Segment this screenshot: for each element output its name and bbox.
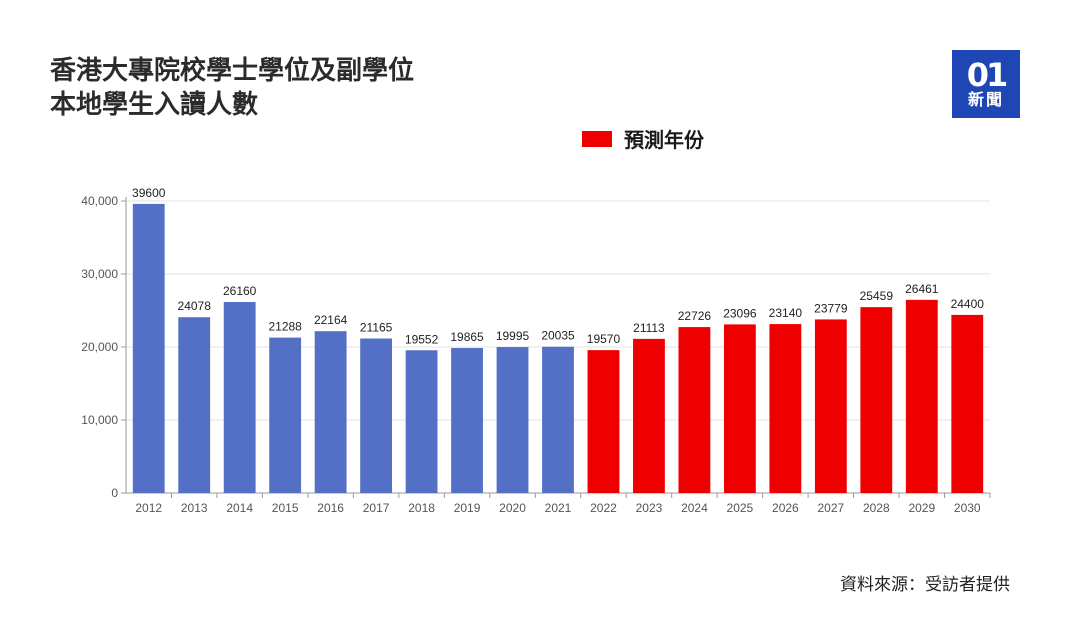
- bar-2025: [723, 324, 756, 493]
- bar-2017: [360, 338, 393, 493]
- x-tick-label-2027: 2027: [817, 501, 844, 515]
- bar-2019: [451, 347, 483, 493]
- chart-title: 香港大專院校學士學位及副學位 本地學生入讀人數: [50, 54, 414, 122]
- bar-2021: [542, 346, 574, 493]
- legend-label-forecast: 預測年份: [624, 128, 704, 152]
- legend-swatch-forecast: [582, 130, 612, 147]
- y-tick-label: 10,000: [81, 413, 118, 427]
- x-tick-label-2024: 2024: [681, 501, 708, 515]
- value-label-2025: 23096: [723, 306, 757, 320]
- value-label-2023: 21113: [633, 321, 665, 335]
- bar-2028: [860, 307, 893, 493]
- value-label-2016: 22164: [314, 313, 348, 327]
- value-label-2019: 19865: [450, 330, 484, 344]
- title-line-1: 香港大專院校學士學位及副學位: [50, 56, 415, 86]
- y-tick-label: 40,000: [81, 194, 118, 208]
- x-tick-label-2029: 2029: [908, 501, 935, 515]
- value-label-2024: 22726: [678, 309, 712, 323]
- value-label-2020: 19995: [496, 329, 530, 343]
- x-tick-label-2020: 2020: [499, 501, 526, 515]
- bar-2023: [633, 338, 665, 493]
- y-tick-label: 20,000: [81, 340, 118, 354]
- logo-sub: 新聞: [967, 90, 1004, 109]
- logo-mark: 01: [966, 56, 1008, 94]
- value-label-2027: 23779: [814, 301, 848, 315]
- x-tick-label-2028: 2028: [863, 501, 890, 515]
- legend: 預測年份: [582, 124, 704, 153]
- bar-2012: [132, 203, 165, 494]
- x-tick-label-2016: 2016: [317, 501, 344, 515]
- bar-2029: [905, 299, 938, 493]
- bar-2016: [314, 331, 347, 493]
- value-label-2030: 24400: [951, 297, 985, 311]
- bar-2026: [769, 324, 802, 493]
- x-tick-label-2026: 2026: [772, 501, 799, 515]
- bar-2015: [269, 337, 302, 493]
- x-tick-label-2012: 2012: [135, 501, 162, 515]
- bar-2027: [814, 319, 847, 493]
- bar-2022: [587, 350, 620, 493]
- value-label-2021: 20035: [541, 329, 575, 343]
- x-tick-label-2019: 2019: [454, 501, 481, 515]
- value-label-2015: 21288: [268, 320, 302, 334]
- x-tick-label-2018: 2018: [408, 501, 435, 515]
- value-label-2018: 19552: [405, 332, 439, 346]
- x-tick-label-2014: 2014: [226, 501, 253, 515]
- bar-2020: [496, 347, 529, 493]
- bar-2018: [405, 350, 438, 493]
- hk01-logo: 01 新聞: [952, 50, 1020, 118]
- value-label-2013: 24078: [178, 299, 212, 313]
- value-label-2029: 26461: [905, 282, 939, 296]
- bar-2013: [178, 317, 211, 493]
- y-tick-label: 0: [111, 486, 118, 500]
- value-label-2014: 26160: [223, 284, 257, 298]
- y-tick-label: 30,000: [81, 267, 118, 281]
- value-label-2012: 39600: [132, 186, 166, 200]
- source-note: 資料來源：受訪者提供: [840, 575, 1010, 595]
- title-line-2: 本地學生入讀人數: [50, 90, 259, 120]
- bar-2024: [678, 327, 711, 493]
- x-tick-label-2022: 2022: [590, 501, 617, 515]
- value-label-2028: 25459: [860, 289, 894, 303]
- value-label-2022: 19570: [587, 332, 621, 346]
- x-tick-label-2025: 2025: [727, 501, 754, 515]
- bar-2030: [951, 314, 984, 493]
- x-tick-label-2030: 2030: [954, 501, 981, 515]
- x-tick-label-2013: 2013: [181, 501, 208, 515]
- x-tick-label-2015: 2015: [272, 501, 299, 515]
- bar-2014: [223, 302, 256, 493]
- x-tick-label-2017: 2017: [363, 501, 390, 515]
- x-tick-label-2021: 2021: [545, 501, 572, 515]
- value-label-2026: 23140: [769, 306, 803, 320]
- x-tick-label-2023: 2023: [636, 501, 663, 515]
- value-label-2017: 21165: [360, 320, 393, 334]
